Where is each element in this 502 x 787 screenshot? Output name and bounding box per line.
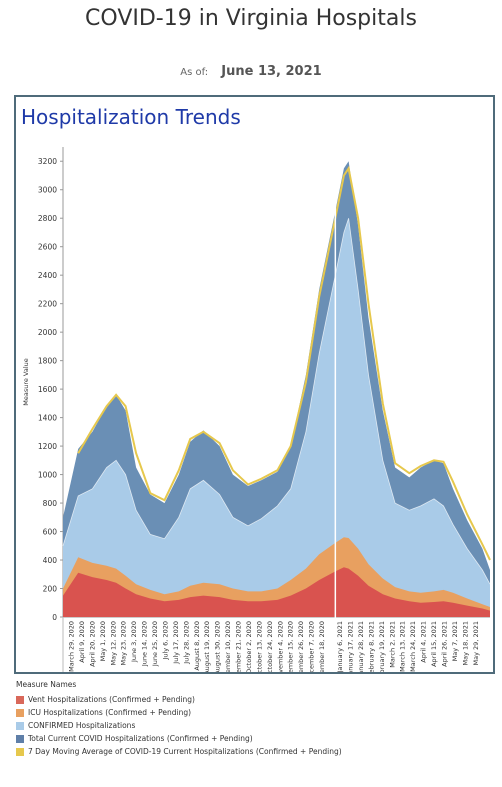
y-tick-label: 1200 [38, 442, 57, 451]
x-tick-label: April 15, 2021 [430, 621, 438, 667]
x-tick-label: March 2, 2021 [388, 621, 396, 668]
y-tick-label: 1000 [38, 471, 57, 480]
x-tick-label: May 1, 2020 [99, 621, 107, 661]
x-tick-label: January 28, 2021 [357, 621, 365, 672]
legend-swatch [16, 721, 24, 730]
area-confirmed [63, 218, 490, 617]
x-tick-label: May 12, 2020 [109, 621, 117, 665]
legend: Measure Names Vent Hospitalizations (Con… [16, 680, 342, 758]
y-axis-label: Measure Value [22, 358, 30, 406]
x-tick-label: April 20, 2020 [88, 621, 96, 667]
x-tick-label: July 28, 2020 [182, 621, 190, 665]
x-tick-label: April 4, 2021 [420, 621, 428, 663]
x-tick-label: December 7, 2020 [308, 621, 316, 672]
area-vent [63, 567, 490, 617]
y-tick-label: 1600 [38, 385, 57, 394]
legend-swatch [16, 695, 24, 704]
x-tick-label: January 6, 2021 [336, 621, 344, 672]
x-tick-label: February 19, 2021 [378, 621, 386, 672]
y-tick-label: 400 [43, 556, 58, 565]
hospitalization-chart[interactable]: 0 200 400 600 800 1000 1200 1400 1600 1800 2000 220… [16, 97, 493, 672]
x-tick-label: June 25, 2020 [151, 621, 159, 667]
x-tick-label: March 24, 2021 [409, 621, 417, 672]
legend-title: Measure Names [16, 680, 77, 689]
y-tick-label: 3200 [38, 157, 57, 166]
x-tick-label: December 18, 2020 [318, 621, 326, 672]
x-tick-label: October 24, 2020 [266, 621, 274, 672]
legend-label: ICU Hospitalizations (Confirmed + Pendin… [28, 708, 192, 717]
legend-label: Total Current COVID Hospitalizations (Co… [28, 734, 253, 743]
x-tick-label: June 3, 2020 [130, 621, 138, 663]
x-tick-label: May 29, 2021 [472, 621, 480, 665]
y-tick-label: 3000 [38, 186, 57, 195]
legend-swatch [16, 734, 24, 743]
x-tick-label: November 26, 2020 [297, 621, 305, 672]
x-tick-label: July 17, 2020 [172, 621, 180, 665]
y-tick-label: 2600 [38, 243, 57, 252]
legend-item[interactable]: ICU Hospitalizations (Confirmed + Pendin… [16, 706, 342, 719]
x-tick-label: August 30, 2020 [214, 621, 222, 672]
moving-average-line [77, 165, 491, 561]
x-tick-label: September 21, 2020 [235, 621, 243, 672]
legend-item[interactable]: 7 Day Moving Average of COVID-19 Current… [16, 745, 342, 758]
legend-swatch [16, 747, 24, 756]
y-tick-label: 2000 [38, 328, 57, 337]
legend-label: CONFIRMED Hospitalizations [28, 721, 136, 730]
x-tick-label: March 13, 2021 [399, 621, 407, 672]
y-tick-label: 800 [43, 499, 58, 508]
as-of-row: As of: June 13, 2021 [0, 60, 502, 79]
y-tick-label: 200 [43, 585, 58, 594]
y-tick-label: 1800 [38, 357, 57, 366]
x-tick-label: March 29, 2020 [68, 621, 76, 672]
x-tick-label: April 9, 2020 [78, 621, 86, 663]
y-tick-label: 600 [43, 528, 58, 537]
y-tick-label: 0 [52, 613, 57, 622]
y-tick-label: 2200 [38, 300, 57, 309]
x-tick-label: June 14, 2020 [141, 621, 149, 667]
x-tick-label: August 19, 2020 [203, 621, 211, 672]
legend-item[interactable]: Total Current COVID Hospitalizations (Co… [16, 732, 342, 745]
x-tick-label: August 8, 2020 [193, 621, 201, 671]
x-tick-label: October 13, 2020 [255, 621, 263, 672]
x-tick-label: May 18, 2021 [461, 621, 469, 665]
x-tick-label: May 23, 2020 [120, 621, 128, 665]
y-tick-label: 2400 [38, 271, 57, 280]
legend-swatch [16, 708, 24, 717]
y-tick-label: 1400 [38, 414, 57, 423]
legend-item[interactable]: CONFIRMED Hospitalizations [16, 719, 342, 732]
x-tick-label: November 15, 2020 [287, 621, 295, 672]
as-of-date: June 13, 2021 [221, 64, 322, 79]
x-tick-label: May 7, 2021 [451, 621, 459, 661]
legend-item[interactable]: Vent Hospitalizations (Confirmed + Pendi… [16, 693, 342, 706]
page-title: COVID-19 in Virginia Hospitals [85, 6, 417, 31]
x-tick-label: February 8, 2021 [367, 621, 375, 672]
legend-label: Vent Hospitalizations (Confirmed + Pendi… [28, 695, 195, 704]
x-tick-label: November 4, 2020 [276, 621, 284, 672]
panel-title: Hospitalization Trends [21, 105, 241, 129]
hospitalization-trends-panel: Hospitalization Trends 0 200 400 600 800 1000… [14, 95, 495, 674]
confirmed-edge [62, 218, 491, 585]
as-of-label: As of: [180, 67, 209, 78]
legend-label: 7 Day Moving Average of COVID-19 Current… [28, 747, 342, 756]
x-tick-label: September 10, 2020 [224, 621, 232, 672]
x-tick-label: July 6, 2020 [161, 621, 169, 661]
x-tick-label: April 26, 2021 [440, 621, 448, 667]
y-tick-label: 2800 [38, 214, 57, 223]
x-tick-label: January 17, 2021 [347, 621, 355, 672]
x-tick-label: October 2, 2020 [245, 621, 253, 672]
